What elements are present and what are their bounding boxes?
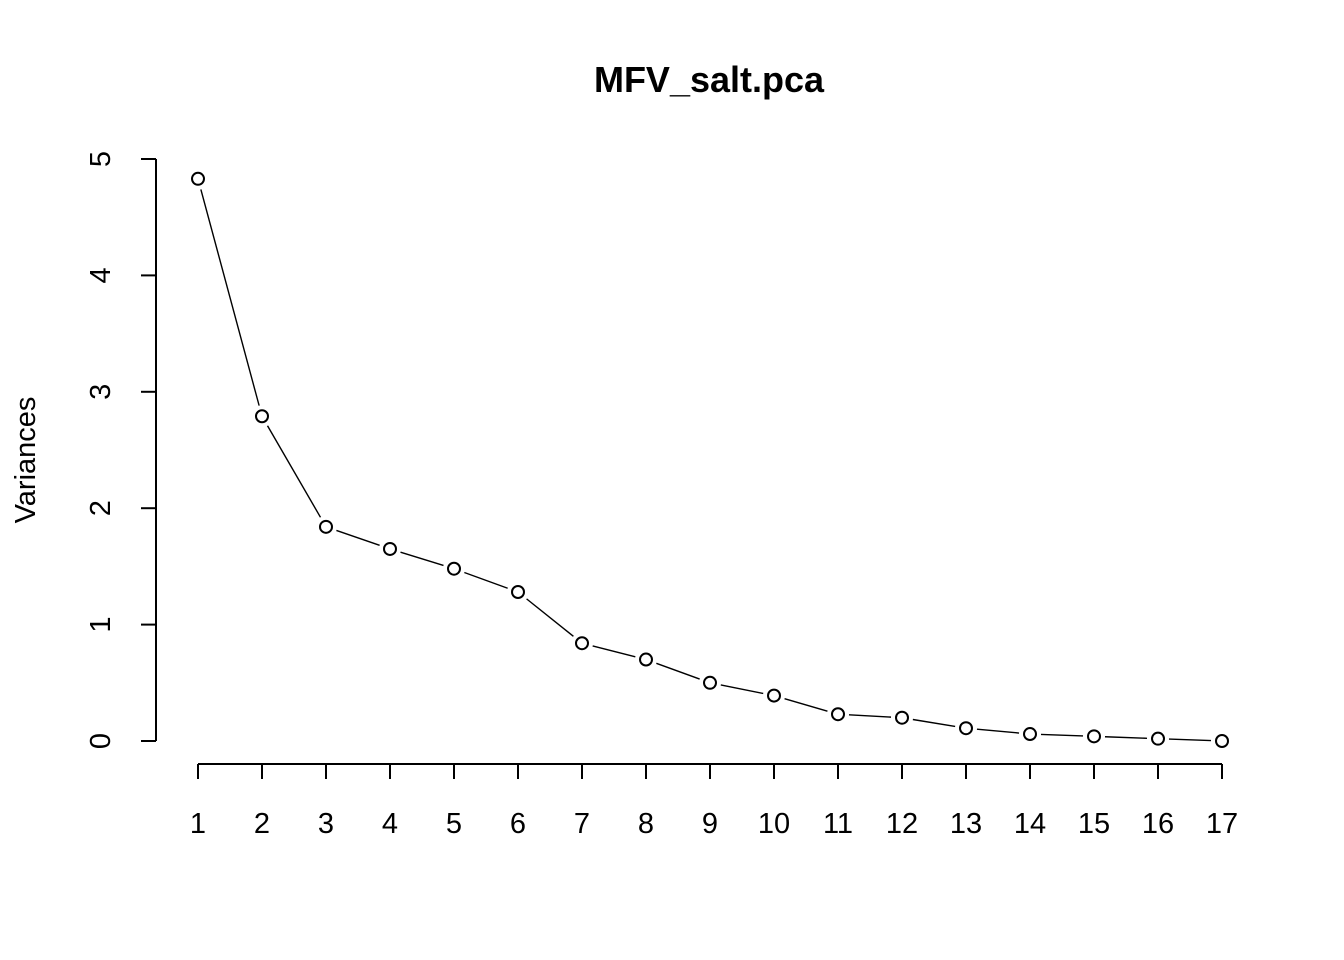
- series-segment: [1104, 736, 1148, 739]
- series-segment: [848, 714, 892, 718]
- x-tick-label: 4: [382, 808, 398, 840]
- x-tick-label: 14: [1014, 808, 1046, 840]
- x-tick-label: 15: [1078, 808, 1110, 840]
- data-point: [767, 688, 781, 703]
- series-segment: [526, 598, 574, 637]
- x-tick-label: 1: [190, 808, 206, 840]
- data-point: [831, 707, 845, 722]
- x-tick-label: 9: [702, 808, 718, 840]
- series-segment: [976, 728, 1020, 734]
- data-point: [511, 585, 525, 600]
- x-tick-label: 6: [510, 808, 526, 840]
- y-tick-label: 5: [85, 151, 117, 167]
- data-point: [1151, 731, 1165, 746]
- x-tick-label: 17: [1206, 808, 1238, 840]
- x-tick-label: 11: [823, 808, 853, 840]
- y-tick-label: 0: [85, 733, 117, 749]
- series-segment: [592, 645, 636, 658]
- series-segment: [1040, 733, 1084, 737]
- x-tick-label: 13: [950, 808, 982, 840]
- data-point: [255, 409, 269, 424]
- series-segment: [266, 425, 322, 518]
- series-segment: [912, 718, 956, 728]
- x-tick-label: 10: [758, 808, 790, 840]
- data-point: [959, 721, 973, 736]
- series-segment: [656, 662, 700, 680]
- y-tick-label: 4: [85, 267, 117, 283]
- data-point: [575, 636, 589, 651]
- x-axis: 1 2 3 4 5 6 7 8 9 10 11 12 13 14 15 16 17: [190, 763, 1238, 840]
- x-tick-label: 12: [886, 808, 918, 840]
- data-point: [1087, 729, 1101, 744]
- series-segment: [720, 684, 764, 695]
- series-segment: [400, 551, 444, 567]
- x-tick-label: 2: [254, 808, 270, 840]
- data-point: [319, 519, 333, 534]
- data-point: [703, 675, 717, 690]
- series-segment: [1168, 738, 1212, 742]
- x-tick-label: 7: [574, 808, 590, 840]
- data-point: [383, 541, 397, 556]
- x-tick-label: 8: [638, 808, 654, 840]
- y-axis-label: Variances: [10, 397, 42, 524]
- series-segment: [200, 189, 260, 406]
- y-tick-label: 2: [85, 500, 117, 516]
- x-tick-label: 5: [446, 808, 462, 840]
- y-tick-label: 1: [85, 617, 117, 633]
- data-point: [191, 171, 205, 186]
- x-tick-label: 3: [318, 808, 334, 840]
- series-segment: [784, 698, 828, 712]
- data-point: [1215, 734, 1229, 748]
- variance-series: [191, 171, 1229, 748]
- series-segment: [336, 529, 380, 547]
- chart-title: MFV_salt.pca: [594, 59, 825, 100]
- data-point: [447, 561, 461, 576]
- data-point: [895, 710, 909, 725]
- y-axis: 0 1 2 3 4 5: [85, 151, 157, 749]
- data-point: [1023, 727, 1037, 742]
- x-tick-label: 16: [1142, 808, 1174, 840]
- y-tick-label: 3: [85, 384, 117, 400]
- data-point: [639, 652, 653, 667]
- series-segment: [464, 571, 508, 589]
